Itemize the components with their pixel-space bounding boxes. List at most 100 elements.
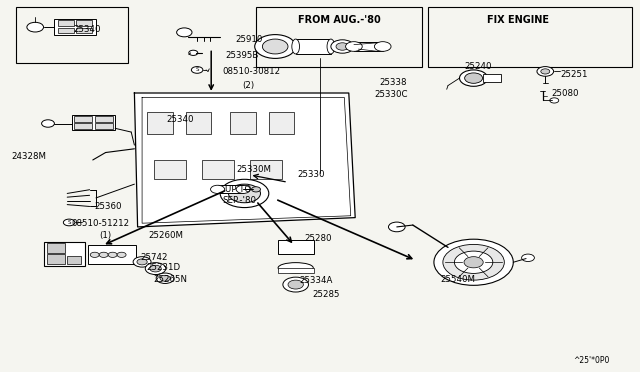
Bar xyxy=(58,20,74,26)
Circle shape xyxy=(90,252,99,257)
Circle shape xyxy=(388,222,405,232)
Text: ^25'*0P0: ^25'*0P0 xyxy=(573,356,609,365)
Circle shape xyxy=(464,257,483,268)
Bar xyxy=(202,160,234,179)
Bar xyxy=(278,240,314,254)
Bar xyxy=(16,7,128,63)
Text: FIX ENGINE: FIX ENGINE xyxy=(488,16,549,25)
Bar xyxy=(147,112,173,134)
Text: 25540M: 25540M xyxy=(440,275,476,283)
Text: 25231D: 25231D xyxy=(146,263,180,272)
Text: 25334A: 25334A xyxy=(300,276,333,285)
Bar xyxy=(58,28,74,33)
Text: 25280: 25280 xyxy=(304,234,332,243)
Ellipse shape xyxy=(292,39,300,54)
Text: 25360: 25360 xyxy=(95,202,122,211)
Circle shape xyxy=(541,69,550,74)
Circle shape xyxy=(133,257,151,267)
Bar xyxy=(256,7,422,67)
Bar xyxy=(74,116,92,122)
Circle shape xyxy=(177,28,192,37)
Text: 25080: 25080 xyxy=(552,89,579,98)
Text: 25340: 25340 xyxy=(166,115,194,124)
Circle shape xyxy=(522,254,534,262)
Bar xyxy=(428,7,632,67)
Bar xyxy=(72,115,115,130)
Circle shape xyxy=(99,252,108,257)
Text: 24328M: 24328M xyxy=(12,152,47,161)
Text: 08510-51212: 08510-51212 xyxy=(72,219,130,228)
Text: 25240: 25240 xyxy=(465,62,492,71)
Text: 25260M: 25260M xyxy=(148,231,184,240)
Ellipse shape xyxy=(327,39,335,54)
Bar xyxy=(250,160,282,179)
Circle shape xyxy=(236,185,250,193)
Circle shape xyxy=(117,252,126,257)
Circle shape xyxy=(288,280,303,289)
Text: (1): (1) xyxy=(99,231,111,240)
Circle shape xyxy=(191,67,203,73)
Circle shape xyxy=(460,70,488,86)
Text: 25742: 25742 xyxy=(141,253,168,262)
Bar xyxy=(208,162,339,216)
Text: 25330C: 25330C xyxy=(374,90,408,99)
Bar xyxy=(230,112,256,134)
Text: 25265N: 25265N xyxy=(154,275,188,284)
Circle shape xyxy=(145,263,166,275)
Circle shape xyxy=(252,187,260,192)
Circle shape xyxy=(211,185,225,193)
Circle shape xyxy=(108,252,117,257)
Text: 08510-30812: 08510-30812 xyxy=(223,67,281,76)
Circle shape xyxy=(434,239,513,285)
Circle shape xyxy=(255,35,296,58)
Text: (2): (2) xyxy=(242,81,254,90)
Text: 25251: 25251 xyxy=(560,70,588,79)
Bar xyxy=(74,123,92,129)
Bar xyxy=(76,20,92,26)
Bar xyxy=(218,185,243,193)
Bar xyxy=(67,256,81,264)
Circle shape xyxy=(550,98,559,103)
Bar xyxy=(76,28,92,33)
Text: FROM AUG.-'80: FROM AUG.-'80 xyxy=(298,16,381,25)
Text: S: S xyxy=(67,220,71,225)
Text: 25338: 25338 xyxy=(379,78,406,87)
Text: S: S xyxy=(195,67,199,73)
Circle shape xyxy=(156,273,174,283)
Circle shape xyxy=(331,40,354,53)
Circle shape xyxy=(443,244,504,280)
Circle shape xyxy=(27,22,44,32)
Bar xyxy=(44,242,85,266)
Circle shape xyxy=(454,251,493,273)
Bar xyxy=(54,19,96,35)
Bar xyxy=(269,112,294,134)
Circle shape xyxy=(150,265,161,272)
Circle shape xyxy=(42,120,54,127)
Circle shape xyxy=(283,277,308,292)
Text: 25910: 25910 xyxy=(236,35,263,44)
Text: 25330M: 25330M xyxy=(237,165,272,174)
Text: UP TO: UP TO xyxy=(225,185,252,194)
Text: 25395B: 25395B xyxy=(225,51,259,60)
Bar xyxy=(483,74,501,82)
Text: 25285: 25285 xyxy=(312,290,340,299)
Circle shape xyxy=(160,275,170,281)
Text: SEP.-'80: SEP.-'80 xyxy=(223,196,257,205)
Circle shape xyxy=(374,42,391,51)
Circle shape xyxy=(137,259,147,265)
Circle shape xyxy=(537,67,554,76)
Circle shape xyxy=(63,219,75,226)
Circle shape xyxy=(262,39,288,54)
Circle shape xyxy=(346,42,362,51)
Circle shape xyxy=(228,184,260,203)
Bar xyxy=(95,116,113,122)
Circle shape xyxy=(336,43,349,50)
Bar xyxy=(354,42,383,51)
Ellipse shape xyxy=(278,263,314,273)
Text: 25340: 25340 xyxy=(74,25,101,34)
Bar xyxy=(154,160,186,179)
Circle shape xyxy=(220,179,269,208)
Circle shape xyxy=(465,73,483,83)
Bar xyxy=(296,39,331,54)
Bar xyxy=(278,268,314,273)
